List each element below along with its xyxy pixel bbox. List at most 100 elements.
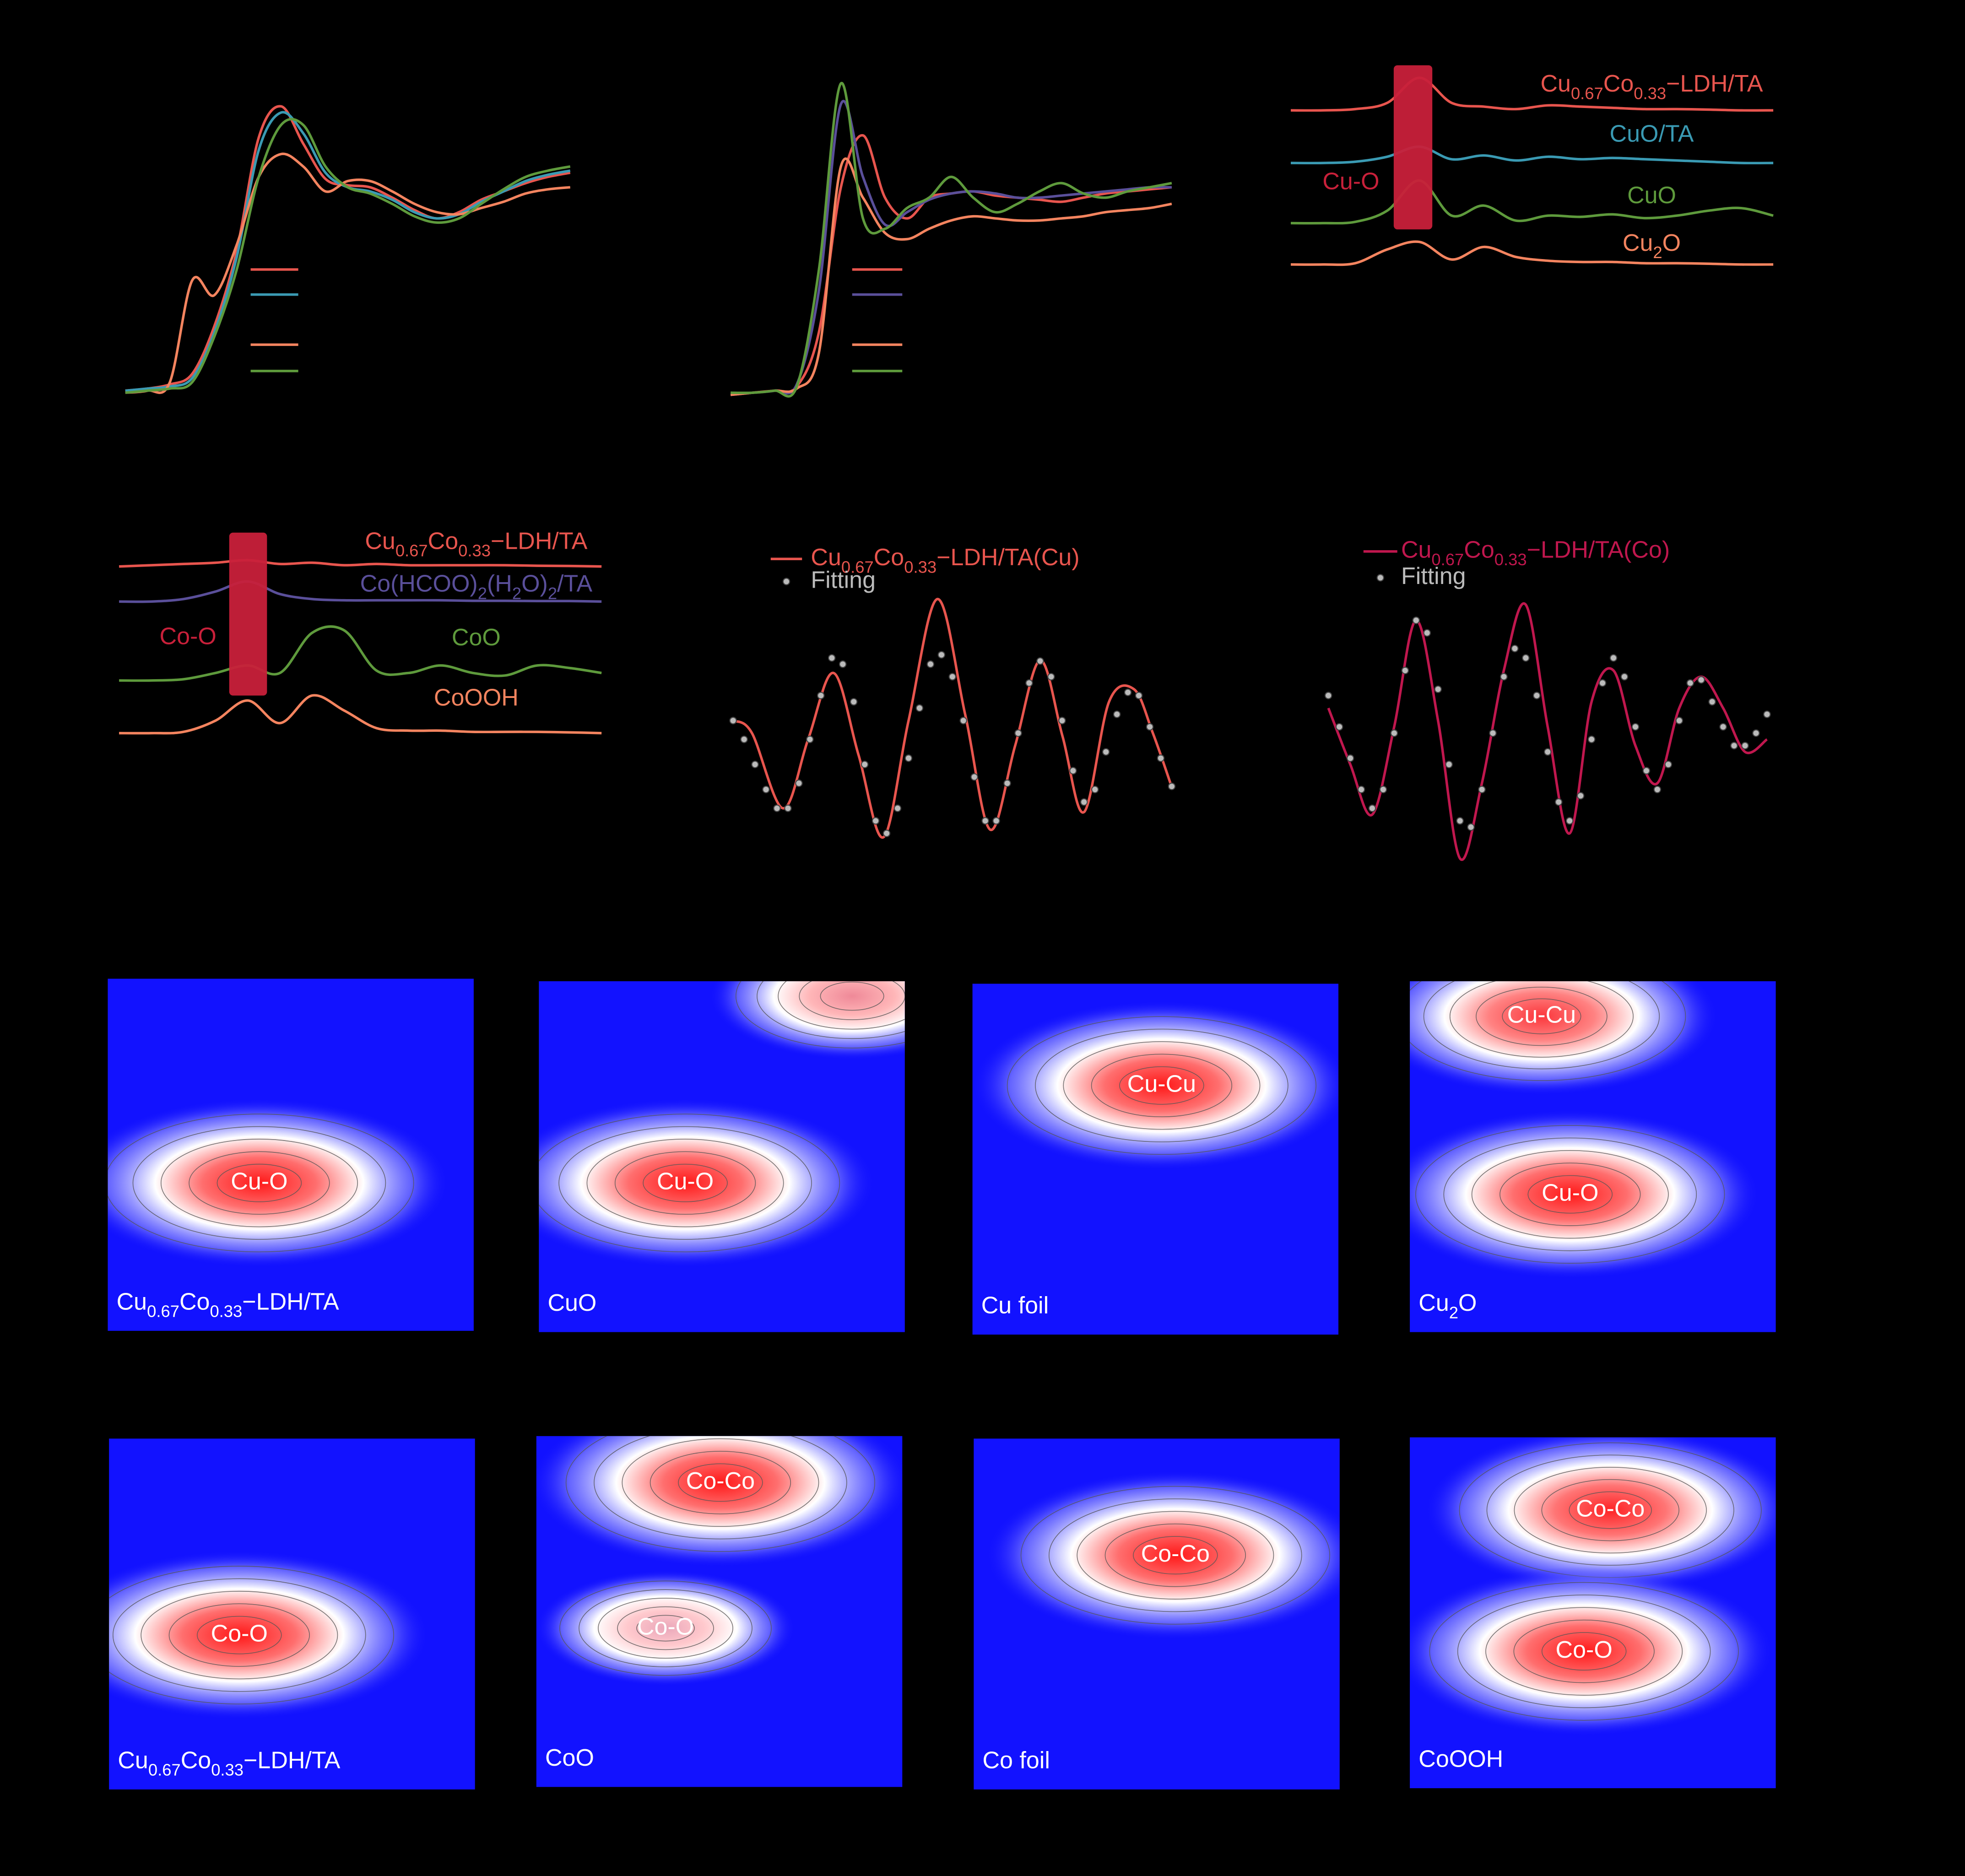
fit-point xyxy=(1533,692,1541,699)
fit-point xyxy=(850,698,858,706)
fit-point xyxy=(1697,676,1705,684)
fit-point xyxy=(1124,688,1132,697)
fit-point xyxy=(1730,742,1738,750)
contour-line xyxy=(1486,1454,1734,1566)
fit-point xyxy=(1653,785,1662,794)
contour-line xyxy=(1035,1028,1288,1142)
wavelet-area xyxy=(109,1550,429,1720)
fit-point xyxy=(959,717,967,724)
peak-label: Cu-Cu xyxy=(1127,1070,1196,1097)
fit-point xyxy=(1102,748,1110,756)
fit-point xyxy=(1445,761,1453,768)
annotation: Co-O xyxy=(160,623,217,650)
fit-point xyxy=(1357,785,1365,794)
intensity-peak xyxy=(1410,981,1718,1095)
sample-label: CoO xyxy=(545,1745,594,1771)
fit-point xyxy=(806,735,814,743)
fit-point xyxy=(1335,723,1343,731)
fit-point xyxy=(1047,673,1055,681)
curve xyxy=(119,580,602,603)
fit-point xyxy=(1168,783,1176,790)
contour-line xyxy=(168,1603,310,1667)
intensity-peak xyxy=(1410,1109,1760,1279)
fit-point xyxy=(937,651,946,659)
fit-point xyxy=(1434,685,1442,693)
contour-line xyxy=(799,981,905,1020)
fit-point xyxy=(828,654,836,662)
contour-line xyxy=(539,1114,840,1253)
wavelet-panel: Co-Co Co-O CoO xyxy=(536,1436,903,1787)
fit-point xyxy=(1135,692,1143,699)
contour-line xyxy=(1499,1162,1641,1226)
fit-point xyxy=(1036,657,1044,665)
wavelet-area xyxy=(536,1436,903,1687)
contour-line xyxy=(820,981,884,1011)
fit-point xyxy=(1741,742,1749,750)
intensity-peak xyxy=(985,1471,1340,1640)
fit-point xyxy=(1058,717,1066,724)
fit-point xyxy=(1478,785,1486,794)
wavelet-panel: Cu-O CuO xyxy=(539,981,905,1332)
fit-point xyxy=(1157,754,1165,762)
contour-line xyxy=(1541,1479,1679,1541)
legend-swatch xyxy=(1376,574,1384,582)
peak-label: Co-O xyxy=(637,1613,694,1640)
peak-label: Cu-O xyxy=(1542,1179,1598,1206)
fit-point xyxy=(1587,735,1596,743)
fit-point xyxy=(872,817,880,825)
series-label: CuO/TA xyxy=(1610,121,1694,147)
contour-line xyxy=(141,1590,338,1680)
curve xyxy=(119,559,602,568)
fit-point xyxy=(926,660,935,668)
contour-line xyxy=(113,1578,366,1692)
fit-point xyxy=(1719,723,1727,731)
peak-label: Cu-Cu xyxy=(1507,1001,1576,1028)
contour-line xyxy=(1133,1536,1218,1575)
fit-point xyxy=(729,717,737,724)
contour-line xyxy=(614,1151,756,1215)
curve xyxy=(732,598,1173,839)
intensity-peak xyxy=(972,1000,1339,1170)
contour-line xyxy=(636,1615,695,1642)
contour-line xyxy=(1410,981,1686,1081)
fit-point xyxy=(1631,723,1640,731)
annotation: Cu-O xyxy=(1322,168,1379,195)
fit-point xyxy=(893,804,902,812)
highlight-band xyxy=(1393,65,1433,230)
contour-line xyxy=(778,981,905,1030)
contour-line xyxy=(1119,1066,1204,1105)
curve xyxy=(1327,602,1768,861)
fit-point xyxy=(839,660,847,668)
fit-point xyxy=(904,754,913,762)
contour-line xyxy=(160,1139,358,1227)
contour-line xyxy=(559,1580,772,1676)
contour-line xyxy=(1020,1486,1330,1625)
curve xyxy=(125,105,571,392)
contour-line xyxy=(1485,1607,1683,1696)
wavelet-area xyxy=(985,1471,1340,1640)
contour-line xyxy=(617,1606,714,1650)
fit-point xyxy=(915,704,924,712)
curve xyxy=(125,118,571,394)
fit-point xyxy=(970,773,978,781)
fit-point xyxy=(1565,817,1574,825)
wavelet-area xyxy=(539,981,905,1268)
intensity-peak xyxy=(709,981,905,1060)
curve xyxy=(1291,76,1774,112)
intensity-peak xyxy=(539,1098,875,1268)
legend-label: Fitting xyxy=(811,567,876,593)
contour-line xyxy=(1429,1582,1739,1721)
contour-line xyxy=(594,1436,847,1540)
fit-point xyxy=(861,761,869,768)
fit-point xyxy=(740,735,748,743)
series-label: CoO xyxy=(452,624,501,651)
fit-point xyxy=(1113,710,1121,719)
wavelet-area xyxy=(108,1098,449,1268)
fit-point xyxy=(1511,644,1519,653)
contour-line xyxy=(1104,1523,1246,1587)
fit-point xyxy=(1014,729,1022,737)
peak-label: Co-Co xyxy=(1141,1541,1210,1567)
fit-point xyxy=(1091,785,1099,794)
curve xyxy=(119,625,602,682)
series-label: CoOOH xyxy=(434,685,519,711)
